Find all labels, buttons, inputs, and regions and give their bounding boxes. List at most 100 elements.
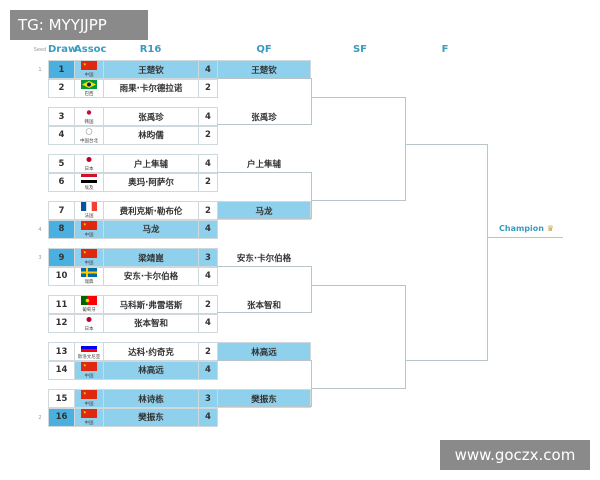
- association-label: 日本: [84, 167, 94, 172]
- player-name: 雨果·卡尔德拉诺: [103, 78, 199, 98]
- score: 4: [198, 107, 218, 126]
- svg-text:★: ★: [83, 221, 87, 226]
- player-name: 林诗栋: [103, 389, 199, 408]
- draw-number: 8: [48, 219, 75, 239]
- qf-player: 樊振东: [217, 389, 311, 408]
- association: ★ 中国: [74, 407, 104, 427]
- association-label: 法国: [84, 214, 94, 219]
- svg-text:★: ★: [83, 250, 87, 255]
- association-label: 葡萄牙: [82, 308, 96, 313]
- association-label: 中国: [84, 420, 94, 426]
- score: 2: [198, 78, 218, 98]
- sf-match-box: [311, 97, 406, 201]
- watermark-bottom: www.goczx.com: [440, 440, 590, 470]
- draw-number: 9: [48, 248, 75, 267]
- flag-tpe-icon: [81, 126, 97, 139]
- score: 4: [198, 360, 218, 380]
- seed-number: 4: [38, 226, 42, 233]
- player-name: 林昀儒: [103, 125, 199, 145]
- player-name: 达科·约奇克: [103, 342, 199, 361]
- svg-text:★: ★: [83, 409, 87, 414]
- qf-player: 林高远: [217, 342, 311, 361]
- draw-number: 12: [48, 313, 75, 333]
- qf-match-box: [217, 78, 312, 125]
- association-label: 中国: [84, 73, 94, 78]
- draw-number: 10: [48, 266, 75, 286]
- qf-match-box: [217, 172, 312, 219]
- association-label: 巴西: [84, 91, 94, 97]
- header-f: F: [441, 44, 449, 55]
- flag-cn-icon: ★: [81, 361, 97, 374]
- association-label: 斯洛文尼亚: [77, 355, 101, 360]
- draw-number: 11: [48, 295, 75, 314]
- qf-player: 王楚钦: [217, 60, 311, 79]
- association: 巴西: [74, 78, 104, 98]
- qf-player: 户上隼辅: [246, 159, 281, 170]
- association: 日本: [74, 154, 104, 173]
- association: 瑞典: [74, 266, 104, 286]
- player-name: 奥玛·阿萨尔: [103, 172, 199, 192]
- association: ★ 中国: [74, 389, 104, 408]
- association: 中国台北: [74, 125, 104, 145]
- qf-match-box: [217, 266, 312, 313]
- svg-text:★: ★: [83, 362, 87, 367]
- qf-player: 马龙: [217, 201, 311, 220]
- player-name: 樊振东: [103, 407, 199, 427]
- player-name: 马龙: [103, 219, 199, 239]
- header-seed: Seed: [33, 47, 47, 53]
- draw-number: 4: [48, 125, 75, 145]
- flag-jp-icon: [81, 314, 97, 327]
- player-name: 费利克斯·勒布伦: [103, 201, 199, 220]
- flag-cn-icon: ★: [81, 220, 97, 233]
- header-draw: Draw: [48, 44, 78, 55]
- flag-eg-icon: [81, 173, 97, 186]
- seed-number: 3: [38, 255, 42, 261]
- flag-cn-icon: ★: [81, 61, 97, 73]
- flag-cn-icon: ★: [81, 408, 97, 421]
- flag-jp-icon: [81, 155, 97, 167]
- association: ★ 中国: [74, 248, 104, 267]
- association-label: 瑞典: [84, 279, 94, 285]
- score: 3: [198, 389, 218, 408]
- flag-pt-icon: [81, 296, 97, 308]
- score: 2: [198, 125, 218, 145]
- flag-fr-icon: [81, 202, 97, 214]
- champion-text: Champion: [499, 224, 544, 233]
- score: 4: [198, 219, 218, 239]
- association-label: 中国台北: [80, 138, 98, 144]
- player-name: 户上隼辅: [103, 154, 199, 173]
- player-name: 张本智和: [103, 313, 199, 333]
- score: 3: [198, 248, 218, 267]
- association-label: 埃及: [84, 185, 94, 191]
- draw-number: 13: [48, 342, 75, 361]
- seed-number: 1: [38, 67, 42, 73]
- header-r16: R16: [139, 44, 162, 55]
- flag-cn-icon: ★: [81, 249, 97, 261]
- header-qf: QF: [256, 44, 272, 55]
- association-label: 中国: [84, 373, 94, 379]
- association: ★ 中国: [74, 60, 104, 79]
- player-name: 马科斯·弗雷塔斯: [103, 295, 199, 314]
- association: 葡萄牙: [74, 295, 104, 314]
- qf-player: 安东·卡尔伯格: [236, 253, 292, 264]
- score: 2: [198, 295, 218, 314]
- draw-number: 15: [48, 389, 75, 408]
- flag-se-icon: [81, 267, 97, 280]
- association-label: 中国: [84, 261, 94, 266]
- flag-kr-icon: [81, 108, 97, 120]
- association: 埃及: [74, 172, 104, 192]
- seed-number: 2: [38, 414, 42, 421]
- qf-player: 张本智和: [246, 300, 281, 311]
- association: ★ 中国: [74, 219, 104, 239]
- score: 4: [198, 154, 218, 173]
- header-sf: SF: [352, 44, 368, 55]
- association-label: 中国: [84, 232, 94, 238]
- flag-br-icon: [81, 79, 97, 92]
- final-match-box: [405, 144, 488, 361]
- qf-match-box: [217, 360, 312, 407]
- player-name: 张禹珍: [103, 107, 199, 126]
- trophy-icon: ♛: [546, 224, 554, 233]
- header-assoc: Assoc: [74, 44, 107, 55]
- champion-label: Champion ♛: [499, 224, 554, 233]
- draw-number: 2: [48, 78, 75, 98]
